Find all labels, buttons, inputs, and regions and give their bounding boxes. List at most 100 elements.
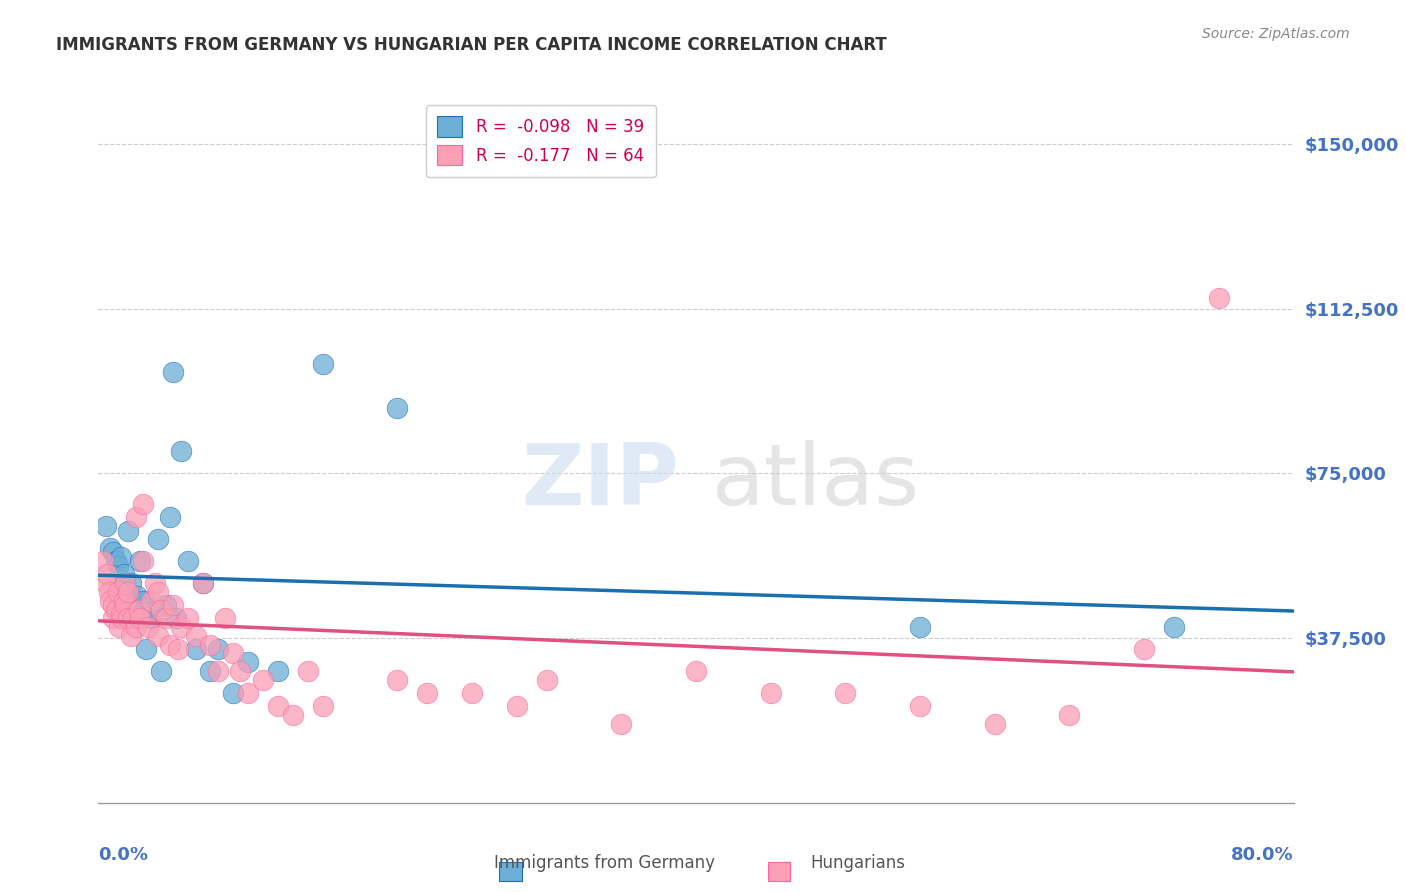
Point xyxy=(506,699,529,714)
Point xyxy=(184,629,207,643)
Text: Source: ZipAtlas.com: Source: ZipAtlas.com xyxy=(1202,27,1350,41)
Point xyxy=(111,611,134,625)
Point xyxy=(207,642,229,657)
Point xyxy=(94,576,117,591)
Point xyxy=(155,611,177,625)
Point xyxy=(236,686,259,700)
Point xyxy=(100,541,122,555)
Point xyxy=(105,554,128,568)
Point xyxy=(127,590,149,604)
Point xyxy=(177,554,200,568)
Point xyxy=(103,545,125,559)
Point xyxy=(159,638,181,652)
Point xyxy=(121,611,143,625)
Point xyxy=(114,576,136,591)
Point xyxy=(112,567,135,582)
Point xyxy=(148,533,170,547)
Point xyxy=(125,594,148,608)
Point xyxy=(177,611,200,625)
Point xyxy=(108,620,131,634)
Point xyxy=(107,558,129,573)
Point xyxy=(461,686,484,700)
Point xyxy=(148,585,170,599)
Point xyxy=(148,629,170,643)
Point xyxy=(152,602,174,616)
Point xyxy=(91,554,114,568)
Point xyxy=(191,576,214,591)
Point xyxy=(135,642,157,657)
Point xyxy=(139,594,162,608)
Point xyxy=(100,594,122,608)
Point xyxy=(125,510,148,524)
Point xyxy=(114,576,136,591)
Point xyxy=(150,664,173,678)
Point xyxy=(297,664,319,678)
Point xyxy=(169,620,191,634)
Text: IMMIGRANTS FROM GERMANY VS HUNGARIAN PER CAPITA INCOME CORRELATION CHART: IMMIGRANTS FROM GERMANY VS HUNGARIAN PER… xyxy=(56,36,887,54)
Text: 0.0%: 0.0% xyxy=(98,846,149,863)
Point xyxy=(132,602,155,616)
Point xyxy=(125,620,148,634)
Point xyxy=(117,524,139,538)
Point xyxy=(685,664,707,678)
Point xyxy=(200,664,222,678)
Point xyxy=(834,686,856,700)
Point xyxy=(120,629,142,643)
Point xyxy=(129,611,152,625)
Point xyxy=(114,598,136,612)
Point xyxy=(110,549,132,564)
Legend: R =  -0.098   N = 39, R =  -0.177   N = 64: R = -0.098 N = 39, R = -0.177 N = 64 xyxy=(426,104,655,177)
Point xyxy=(281,708,304,723)
Point xyxy=(222,647,245,661)
Point xyxy=(311,357,333,371)
Point xyxy=(214,611,236,625)
Point xyxy=(139,611,162,625)
Point xyxy=(110,607,132,621)
Point xyxy=(1133,642,1156,657)
Point xyxy=(165,611,187,625)
Point xyxy=(191,576,214,591)
Point xyxy=(385,401,409,415)
Point xyxy=(162,366,184,380)
Point xyxy=(136,620,159,634)
Point xyxy=(311,699,333,714)
Point xyxy=(267,664,290,678)
Point xyxy=(610,716,633,731)
Point xyxy=(103,598,125,612)
Point xyxy=(229,664,252,678)
Point xyxy=(117,611,139,625)
Point xyxy=(132,594,155,608)
Point xyxy=(1163,620,1185,634)
Point xyxy=(132,554,155,568)
Point xyxy=(169,444,191,458)
Point xyxy=(166,642,188,657)
Point xyxy=(222,686,245,700)
Point xyxy=(96,567,118,582)
Point xyxy=(759,686,782,700)
Point xyxy=(112,594,135,608)
Point xyxy=(159,510,181,524)
Point xyxy=(184,642,207,657)
Text: atlas: atlas xyxy=(711,440,920,524)
Point xyxy=(155,598,177,612)
Point xyxy=(117,585,139,599)
Point xyxy=(984,716,1007,731)
Point xyxy=(1208,291,1230,305)
Point xyxy=(252,673,274,687)
Point xyxy=(103,611,125,625)
Point xyxy=(908,620,931,634)
Point xyxy=(107,585,129,599)
Point xyxy=(536,673,558,687)
Point xyxy=(162,598,184,612)
Point xyxy=(128,602,150,616)
Point xyxy=(200,638,222,652)
Point xyxy=(150,602,173,616)
Text: Hungarians: Hungarians xyxy=(810,855,905,872)
Point xyxy=(132,497,155,511)
Point xyxy=(117,585,139,599)
Point xyxy=(416,686,439,700)
Point xyxy=(236,655,259,669)
Point xyxy=(143,576,166,591)
Point xyxy=(908,699,931,714)
Point xyxy=(143,602,166,616)
